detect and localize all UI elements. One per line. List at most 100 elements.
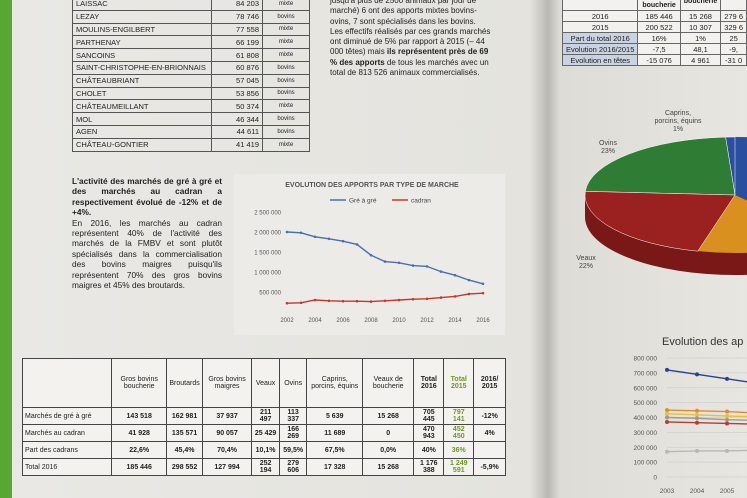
table-row: Evolution 2016/2015 -7,5 48,1 -9, <box>561 43 747 55</box>
x-tick-label: 2003 <box>660 488 675 495</box>
table-cell: 166 269 <box>278 424 308 442</box>
category-label: Veaux <box>576 255 596 262</box>
table-cell: PARTHENAY <box>72 35 212 50</box>
point-marker <box>397 261 401 265</box>
point-marker <box>665 415 669 420</box>
table-cell: 4% <box>473 424 506 442</box>
table-cell: -31 0 <box>720 54 747 66</box>
table-row: Part du total 2016 16% 1% 25 <box>561 32 747 44</box>
table-cell: 11 689 <box>306 424 364 442</box>
x-tick-label: 2006 <box>336 318 350 324</box>
table-cell: CHÂTEAUBRIANT <box>72 73 212 88</box>
x-tick-label: 2005 <box>720 488 735 495</box>
point-marker <box>355 243 359 246</box>
row-label: Part des cadrans <box>22 441 112 459</box>
table-cell: 113 337 <box>278 407 308 425</box>
table-cell: MOULINS-ENGILBERT <box>72 22 212 37</box>
table-row: SAINT-CHRISTOPHE-EN-BRIONNAIS 60 876 bovin… <box>72 60 310 75</box>
table-corner <box>22 358 112 408</box>
activity-text: L'activité des marchés de gré à gré et d… <box>72 176 222 290</box>
point-marker <box>453 273 457 277</box>
table-cell: 470 943 <box>413 424 445 442</box>
table-row: PARTHENAY 66 199 mixte <box>72 35 310 50</box>
point-marker <box>383 299 387 303</box>
pie-slice <box>585 136 736 196</box>
point-marker <box>695 372 699 377</box>
y-tick-label: 200 000 <box>634 445 658 452</box>
table-cell: mixte <box>262 99 310 114</box>
value-label: 23% <box>600 148 615 155</box>
table-cell: MOL <box>72 112 212 126</box>
table-header-cell: Caprins, porcins, équins <box>306 358 364 408</box>
table-cell: mixte <box>262 35 310 50</box>
table-cell: mixte <box>262 22 310 37</box>
row-label: Marchés au cadran <box>22 424 112 442</box>
table-cell <box>473 441 506 459</box>
y-tick-label: 1 000 000 <box>254 271 281 277</box>
point-marker <box>725 448 729 453</box>
table-cell: 45,4% <box>166 441 203 459</box>
table-cell: 37 937 <box>201 407 253 425</box>
point-marker <box>313 298 317 302</box>
row-label: Total 2016 <box>22 458 112 476</box>
value-label: 1% <box>672 126 684 133</box>
table-cell: 0,0% <box>362 441 415 459</box>
point-marker <box>425 297 429 301</box>
table-cell: 2016 <box>561 10 639 22</box>
table-corner <box>561 0 639 11</box>
table-cell: 25 <box>720 32 747 44</box>
point-marker <box>695 416 699 421</box>
table-row: LAISSAC 84 203 mixte <box>72 0 310 11</box>
table-cell: mixte <box>262 137 310 152</box>
table-row: SANCOINS 61 808 mixte <box>72 48 310 62</box>
pie-remainder <box>697 195 747 253</box>
point-marker <box>383 260 387 263</box>
point-marker <box>695 408 699 413</box>
table-cell: 211 497 <box>251 407 280 425</box>
table-cell: 41 928 <box>110 424 168 442</box>
y-tick-label: 2 000 000 <box>254 231 281 237</box>
x-tick-label: 2002 <box>280 318 294 324</box>
table-header-cell: 2016/ 2015 <box>473 358 506 408</box>
table-cell: 127 994 <box>201 458 253 476</box>
table-cell: LAISSAC <box>72 0 212 11</box>
table-cell: 59,5% <box>278 441 308 459</box>
x-tick-label: 2010 <box>392 318 406 324</box>
x-tick-label: 2004 <box>308 318 322 324</box>
table-header-cell: Ovins <box>278 358 308 408</box>
table-cell: 46 344 <box>211 112 263 126</box>
table-cell: 57 045 <box>211 73 263 88</box>
table-cell: 15 268 <box>679 10 722 22</box>
point-marker <box>467 292 471 296</box>
summary-table: Gros bovins boucherie Broutards Gros bovin… <box>22 358 506 476</box>
point-marker <box>439 296 443 299</box>
point-marker <box>725 376 729 381</box>
series-line <box>666 416 747 421</box>
table-cell: bovins <box>262 86 310 101</box>
point-marker <box>665 419 669 424</box>
y-tick-label: 500 000 <box>634 400 658 407</box>
table-cell: -7,5 <box>637 43 681 55</box>
point-marker <box>327 299 331 303</box>
point-marker <box>341 239 345 243</box>
x-tick-label: 2012 <box>420 318 434 324</box>
point-marker <box>695 448 699 453</box>
table-cell: 40% <box>413 441 445 459</box>
point-marker <box>313 235 317 239</box>
table-cell: 15 268 <box>362 458 415 476</box>
y-tick-label: 700 000 <box>634 370 658 377</box>
pie-labels: Caprins, porcins, équins 1% Ovins 23% Veaux 2… <box>560 100 747 325</box>
text: Les effectifs réalisés par ces grands ma… <box>330 26 491 57</box>
point-marker <box>665 367 669 372</box>
table-cell: SANCOINS <box>72 48 212 62</box>
heading: L'activité des marchés de gré à gré et d… <box>72 176 222 218</box>
table-cell: 67,5% <box>306 441 364 459</box>
point-marker <box>411 297 415 301</box>
paragraph: jusqu'à plus de 2500 animaux par jour de… <box>330 0 477 26</box>
table-row: Evolution en têtes -15 076 4 961 -31 0 <box>561 54 747 66</box>
point-marker <box>299 231 303 235</box>
table-cell: bovins <box>262 60 310 75</box>
category-label: Caprins, porcins, équins <box>654 110 702 125</box>
table-cell: 162 981 <box>166 407 203 425</box>
table-cell: 36% <box>443 441 475 459</box>
